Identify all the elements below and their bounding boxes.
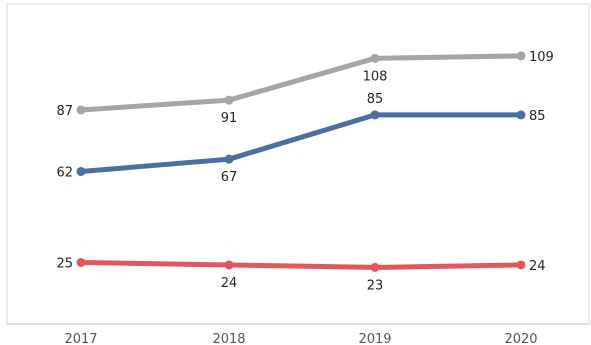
data-point — [76, 166, 86, 176]
data-label: 24 — [529, 259, 546, 274]
data-label: 25 — [56, 257, 73, 272]
data-label: 87 — [56, 104, 73, 119]
data-point — [224, 95, 234, 105]
data-label: 85 — [367, 92, 384, 107]
data-point — [224, 154, 234, 164]
x-tick-label: 2019 — [358, 332, 391, 345]
data-label: 109 — [529, 50, 554, 65]
data-point — [370, 262, 380, 272]
data-point — [516, 260, 526, 270]
data-label: 85 — [529, 109, 546, 124]
data-point — [370, 53, 380, 63]
data-point — [76, 105, 86, 115]
data-point — [370, 110, 380, 120]
series-line — [78, 260, 524, 270]
data-label: 24 — [221, 276, 238, 291]
data-label: 108 — [363, 69, 388, 84]
plot-area-border — [6, 3, 590, 325]
series-line — [78, 53, 524, 113]
data-point — [516, 110, 526, 120]
x-tick-label: 2018 — [212, 332, 245, 345]
data-label: 23 — [367, 278, 384, 293]
data-point — [224, 260, 234, 270]
data-point — [516, 51, 526, 61]
x-axis-ticks: 2017 2018 2019 2020 — [64, 332, 537, 345]
x-tick-label: 2020 — [504, 332, 537, 345]
data-label: 62 — [56, 165, 73, 180]
data-labels: 87 91 108 109 62 67 85 85 25 24 23 24 — [56, 50, 553, 294]
x-tick-label: 2017 — [64, 332, 97, 345]
series-line — [78, 112, 524, 174]
data-label: 67 — [221, 170, 238, 185]
series-layer — [76, 51, 526, 272]
data-point — [76, 258, 86, 267]
data-label: 91 — [221, 111, 238, 126]
